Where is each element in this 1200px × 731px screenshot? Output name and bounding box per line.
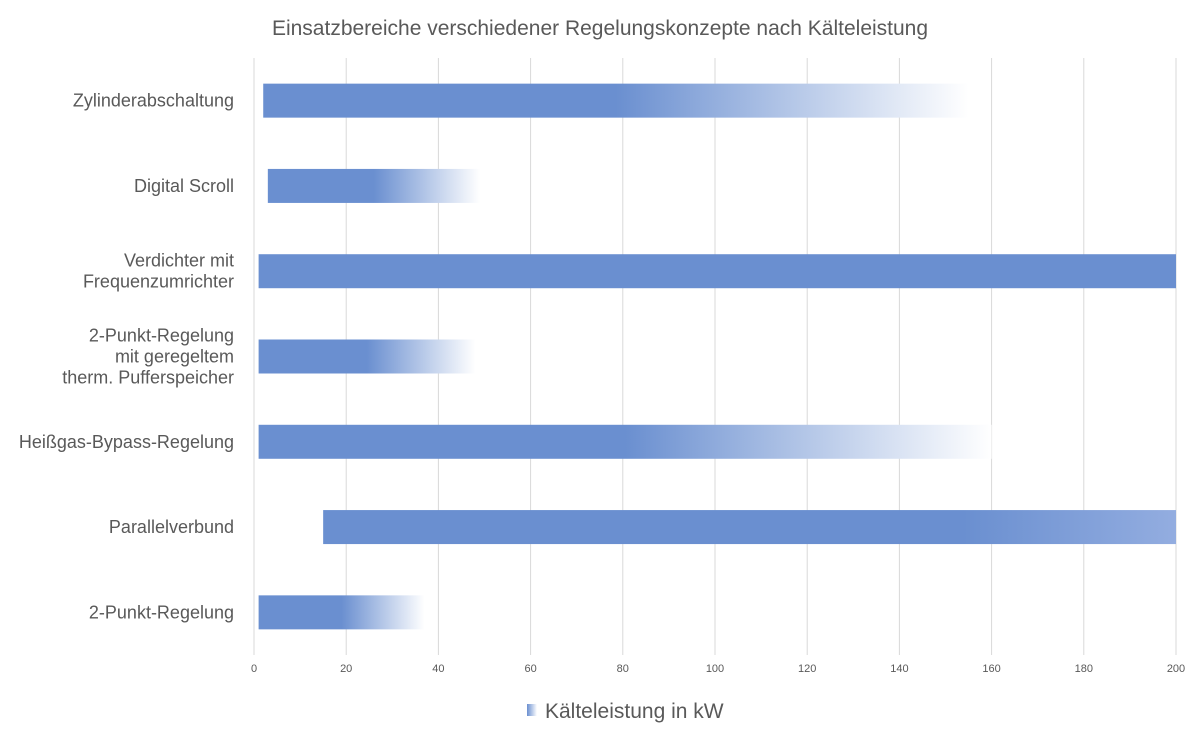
category-label: Verdichter mit (124, 251, 234, 271)
x-tick-label: 60 (524, 663, 536, 675)
x-tick-label: 80 (617, 663, 629, 675)
legend-entry: Kälteleistung in kW (545, 700, 724, 723)
bar (258, 254, 1176, 289)
x-tick-label: 20 (340, 663, 352, 675)
x-tick-label: 0 (251, 663, 257, 675)
bar (258, 339, 476, 374)
gridlines (253, 58, 1177, 655)
x-tick-label: 120 (798, 663, 816, 675)
bar (323, 510, 1176, 545)
x-tick-label: 180 (1075, 663, 1093, 675)
category-label: 2-Punkt-Regelung (89, 326, 234, 346)
bars (258, 83, 1176, 630)
x-tick-label: 40 (432, 663, 444, 675)
bar (258, 424, 992, 459)
category-label: 2-Punkt-Regelung (89, 602, 234, 622)
category-labels: Zylinderabschaltung Digital Scroll Verdich… (19, 91, 234, 623)
x-tick-labels: 0 20 40 60 80 100 120 140 160 180 200 (251, 663, 1185, 675)
legend-swatch (527, 704, 537, 716)
category-label: Digital Scroll (134, 176, 234, 196)
category-label: therm. Pufferspeicher (62, 368, 234, 388)
bar (267, 168, 480, 203)
category-label: mit geregeltem (115, 347, 234, 367)
legend: Kälteleistung in kW (527, 700, 724, 723)
category-label: Heißgas-Bypass-Regelung (19, 432, 234, 452)
chart-title: Einsatzbereiche verschiedener Regelungsk… (272, 17, 928, 40)
category-label: Zylinderabschaltung (73, 91, 234, 111)
x-tick-label: 140 (890, 663, 908, 675)
x-tick-label: 100 (706, 663, 724, 675)
x-tick-label: 160 (982, 663, 1000, 675)
category-label: Parallelverbund (109, 517, 234, 537)
bar (258, 595, 425, 630)
bar (263, 83, 969, 118)
x-tick-label: 200 (1167, 663, 1185, 675)
category-label: Frequenzumrichter (83, 272, 234, 292)
